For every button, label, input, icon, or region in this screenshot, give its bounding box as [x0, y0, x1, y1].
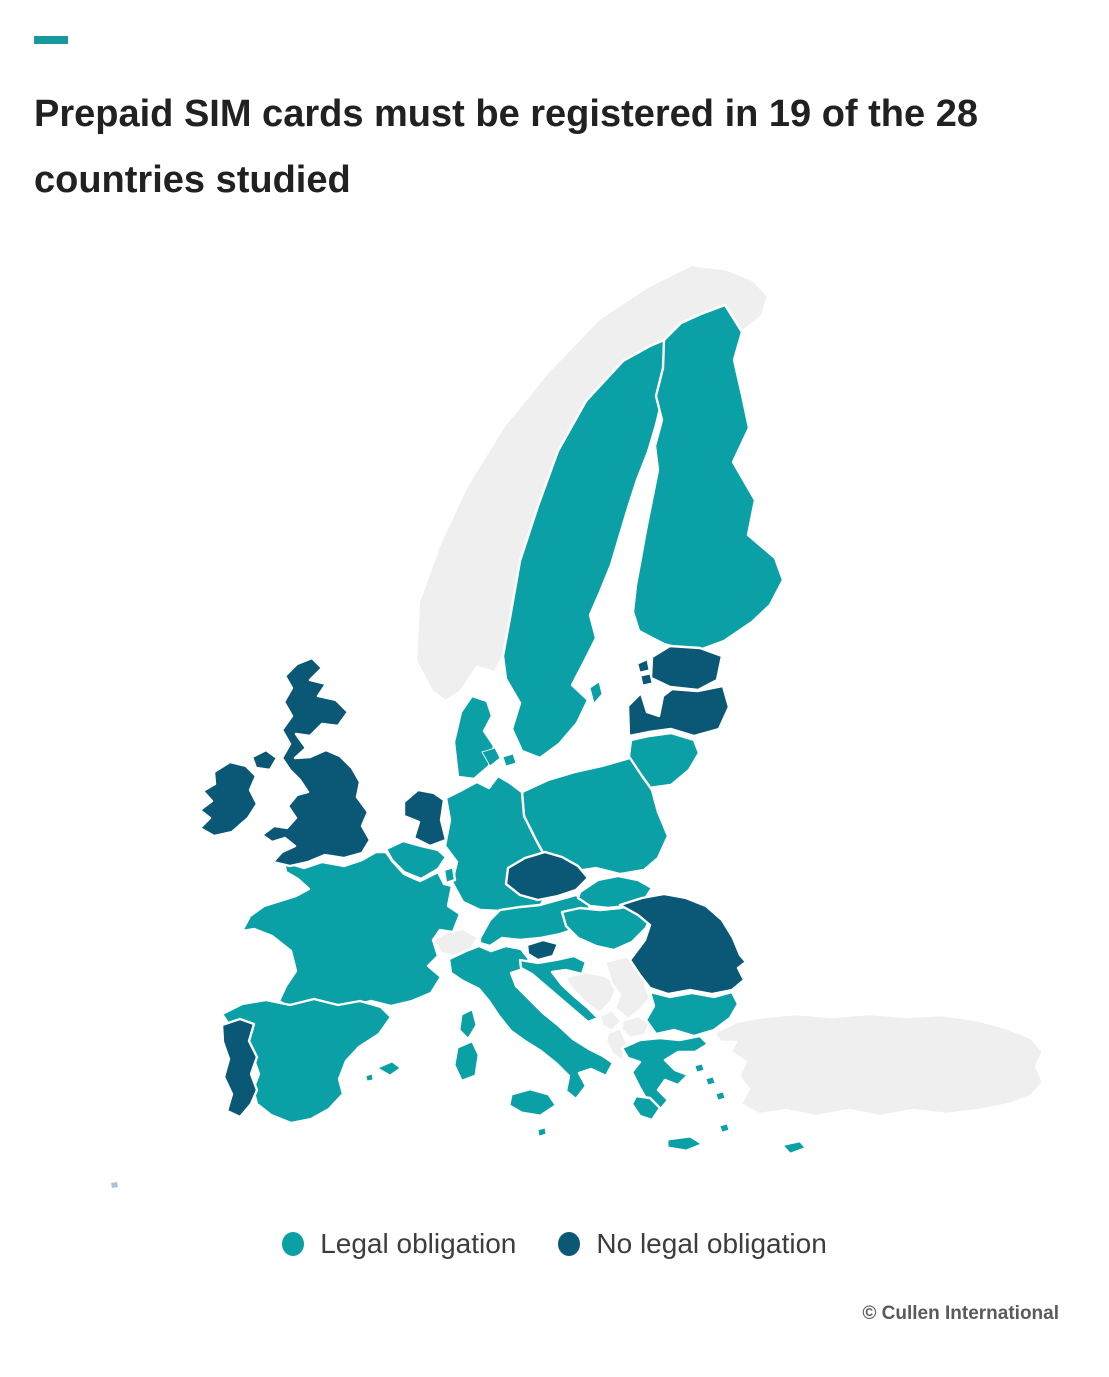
- country-northern-ireland: [250, 748, 279, 772]
- country-montenegro: [598, 1008, 623, 1033]
- island-aegean-1: [694, 1063, 705, 1073]
- country-slovenia: [525, 938, 560, 962]
- island-hiiumaa: [640, 673, 653, 686]
- island-crete: [667, 1136, 702, 1151]
- map-legend: Legal obligation No legal obligation: [0, 1228, 1109, 1260]
- country-turkey: [712, 1012, 1045, 1118]
- country-france: [240, 850, 462, 1015]
- country-hungary: [560, 903, 654, 952]
- copyright-attribution: © Cullen International: [862, 1303, 1059, 1324]
- country-estonia: [649, 644, 724, 692]
- country-sweden: [501, 338, 670, 760]
- island-zealand: [481, 747, 501, 767]
- country-north-macedonia: [620, 1014, 652, 1040]
- country-italy: [447, 944, 615, 1101]
- country-portugal: [220, 1017, 259, 1119]
- country-finland: [631, 303, 785, 654]
- page-title: Prepaid SIM cards must be registered in …: [34, 93, 978, 202]
- island-aegean-2: [705, 1076, 716, 1086]
- country-netherlands: [402, 788, 448, 848]
- country-czech-republic: [504, 850, 590, 902]
- island-aegean-3: [715, 1091, 726, 1101]
- country-latvia: [626, 684, 731, 738]
- country-greece: [620, 1034, 710, 1112]
- atlantic-island-dot: [111, 1182, 118, 1188]
- island-corsica: [459, 1009, 477, 1039]
- legend-label-legal: Legal obligation: [320, 1228, 517, 1259]
- island-funen: [502, 753, 517, 767]
- country-greece-peloponnese: [630, 1094, 662, 1122]
- island-rhodes: [719, 1123, 730, 1133]
- country-ireland: [198, 760, 259, 838]
- island-sardinia: [454, 1041, 479, 1081]
- country-denmark: [452, 694, 496, 781]
- title-accent-bar: [34, 36, 68, 44]
- country-albania: [604, 1026, 629, 1063]
- country-bulgaria: [644, 990, 740, 1038]
- no-legal-obligation-swatch: [558, 1232, 581, 1256]
- country-bosnia: [563, 970, 620, 1015]
- country-cyprus: [780, 1139, 808, 1156]
- legal-obligation-swatch: [282, 1232, 305, 1256]
- island-ibiza: [365, 1073, 374, 1082]
- country-luxembourg: [442, 865, 457, 885]
- country-malta: [537, 1127, 547, 1137]
- country-spain: [220, 997, 393, 1125]
- island-mallorca: [377, 1061, 401, 1076]
- country-romania: [618, 892, 748, 996]
- island-sicily: [509, 1089, 556, 1116]
- country-united-kingdom: [260, 656, 372, 868]
- country-croatia: [518, 954, 600, 1024]
- island-saaremaa: [637, 659, 650, 673]
- legend-item-no-legal: No legal obligation: [558, 1228, 827, 1260]
- island-gotland: [589, 681, 603, 704]
- legend-item-legal: Legal obligation: [282, 1228, 516, 1260]
- islands-group: [111, 659, 730, 1188]
- legend-label-no-legal: No legal obligation: [596, 1228, 827, 1259]
